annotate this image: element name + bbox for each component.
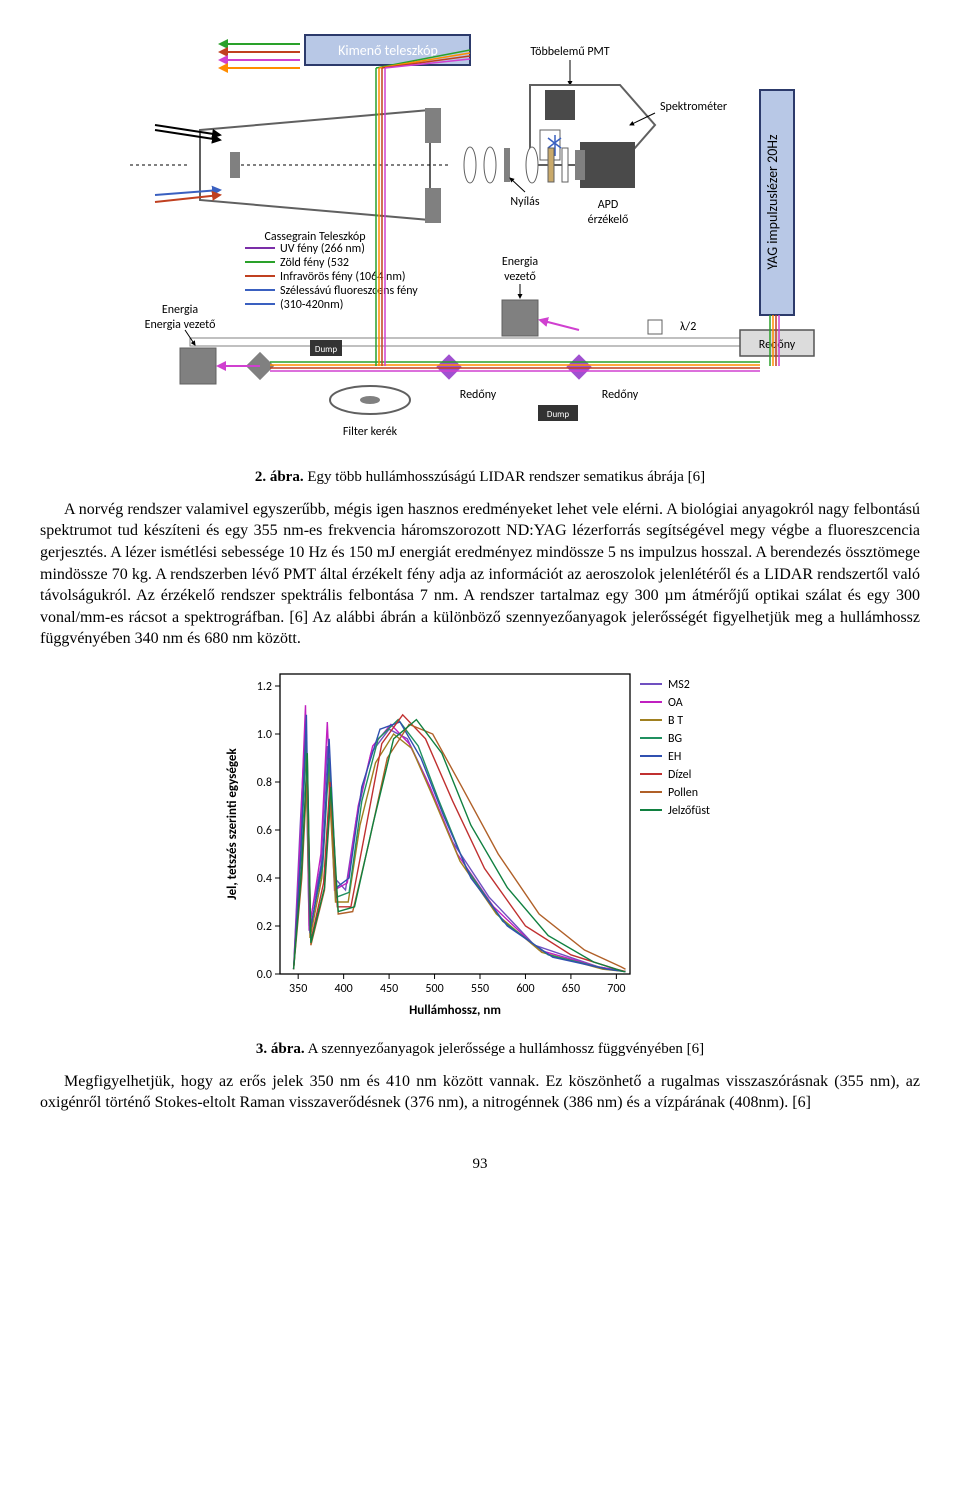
figure-3: 350 400 450 500 550 600 650 700 0.0 0.2 0.4 0.6 0.8 1… — [40, 662, 920, 1029]
svg-text:Pollen: Pollen — [668, 786, 698, 800]
svg-text:OA: OA — [668, 696, 683, 710]
svg-text:Dump: Dump — [315, 344, 337, 355]
svg-text:Redőny: Redőny — [602, 388, 639, 402]
svg-text:MS2: MS2 — [668, 678, 690, 692]
page-number: 93 — [40, 1154, 920, 1174]
svg-text:Jelzőfüst: Jelzőfüst — [668, 804, 710, 818]
svg-text:EH: EH — [668, 750, 681, 764]
svg-text:700: 700 — [607, 982, 625, 996]
svg-text:UV fény (266 nm): UV fény (266 nm) — [280, 242, 365, 256]
svg-text:APD: APD — [598, 198, 619, 212]
figure-3-caption: 3. ábra. A szennyezőanyagok jelerőssége … — [40, 1039, 920, 1059]
svg-text:600: 600 — [516, 982, 534, 996]
svg-text:érzékelő: érzékelő — [588, 213, 629, 227]
paragraph-2: Megfigyelhetjük, hogy az erős jelek 350 … — [40, 1071, 920, 1114]
svg-text:Spektrométer: Spektrométer — [660, 100, 727, 114]
svg-text:Hullámhossz, nm: Hullámhossz, nm — [409, 1003, 501, 1018]
svg-text:Redőny: Redőny — [759, 338, 796, 352]
caption-3-num: 3. ábra. — [256, 1041, 305, 1057]
svg-text:350: 350 — [289, 982, 307, 996]
svg-text:0.0: 0.0 — [257, 968, 272, 982]
svg-text:B T: B T — [668, 714, 683, 728]
svg-text:Nyílás: Nyílás — [510, 195, 539, 209]
svg-text:Dump: Dump — [547, 409, 569, 420]
svg-text:400: 400 — [335, 982, 353, 996]
svg-text:650: 650 — [562, 982, 580, 996]
svg-text:BG: BG — [668, 732, 682, 746]
lidar-schematic-svg: Kimenő teleszkóp Többelemű PMT Spektrométe… — [100, 30, 860, 450]
caption-2-text: Egy több hullámhosszúságú LIDAR rendszer… — [304, 469, 706, 485]
figure-2: Kimenő teleszkóp Többelemű PMT Spektrométe… — [40, 30, 920, 457]
svg-text:550: 550 — [471, 982, 489, 996]
svg-text:1.0: 1.0 — [257, 728, 272, 742]
spectrum-chart-svg: 350 400 450 500 550 600 650 700 0.0 0.2 0.4 0.6 0.8 1… — [220, 662, 740, 1022]
svg-text:500: 500 — [425, 982, 443, 996]
svg-text:450: 450 — [380, 982, 398, 996]
svg-text:Többelemű PMT: Többelemű PMT — [530, 45, 609, 59]
svg-text:Energia vezető: Energia vezető — [145, 318, 216, 332]
svg-text:Energia: Energia — [502, 255, 539, 269]
svg-text:λ/2: λ/2 — [680, 320, 696, 334]
svg-text:vezető: vezető — [504, 270, 536, 284]
svg-text:Filter kerék: Filter kerék — [343, 425, 398, 439]
svg-text:Energia: Energia — [162, 303, 199, 317]
figure-2-caption: 2. ábra. Egy több hullámhosszúságú LIDAR… — [40, 467, 920, 487]
paragraph-1: A norvég rendszer valamivel egyszerűbb, … — [40, 499, 920, 650]
svg-text:Dízel: Dízel — [668, 768, 691, 782]
svg-text:Redőny: Redőny — [460, 388, 497, 402]
svg-text:0.8: 0.8 — [257, 776, 272, 790]
svg-text:YAG impulzuslézer 20Hz: YAG impulzuslézer 20Hz — [764, 134, 781, 270]
svg-text:0.2: 0.2 — [257, 920, 272, 934]
caption-2-num: 2. ábra. — [255, 469, 304, 485]
svg-text:Jel, tetszés szerinti egységek: Jel, tetszés szerinti egységek — [225, 748, 240, 900]
svg-text:0.4: 0.4 — [257, 872, 272, 886]
svg-text:Szélessávú fluoreszcens fény: Szélessávú fluoreszcens fény — [280, 284, 418, 298]
svg-text:0.6: 0.6 — [257, 824, 272, 838]
svg-text:Kimenő teleszkóp: Kimenő teleszkóp — [338, 42, 438, 59]
svg-text:Zöld fény (532: Zöld fény (532 — [280, 256, 349, 270]
caption-3-text: A szennyezőanyagok jelerőssége a hullámh… — [305, 1041, 704, 1057]
svg-text:(310-420nm): (310-420nm) — [280, 298, 343, 312]
svg-text:1.2: 1.2 — [257, 680, 272, 694]
svg-text:Infravörös fény (1064 nm): Infravörös fény (1064 nm) — [280, 270, 406, 284]
